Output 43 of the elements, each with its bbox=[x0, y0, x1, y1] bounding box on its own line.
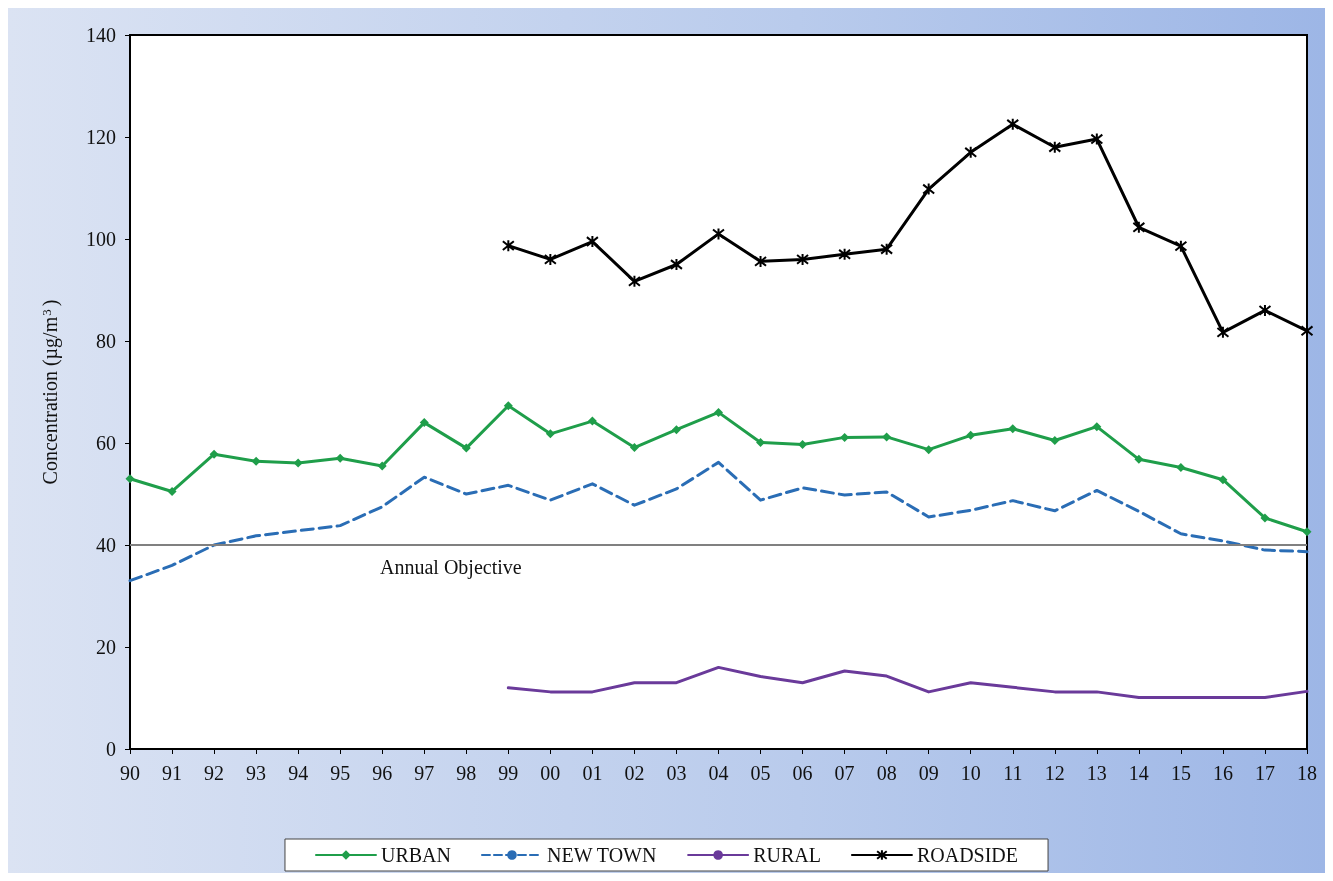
legend-label: NEW TOWN bbox=[546, 844, 657, 866]
x-tick-label: 93 bbox=[246, 762, 267, 784]
x-tick-label: 07 bbox=[834, 762, 855, 784]
x-tick-label: 92 bbox=[204, 762, 225, 784]
x-tick-label: 98 bbox=[456, 762, 477, 784]
x-tick-label: 06 bbox=[792, 762, 813, 784]
x-tick-label: 17 bbox=[1254, 762, 1275, 784]
y-tick-label: 120 bbox=[86, 126, 116, 148]
x-tick-label: 04 bbox=[708, 762, 729, 784]
x-tick-label: 12 bbox=[1044, 762, 1065, 784]
x-tick-label: 97 bbox=[414, 762, 435, 784]
x-tick-label: 08 bbox=[876, 762, 897, 784]
x-tick-label: 01 bbox=[582, 762, 603, 784]
legend-label: ROADSIDE bbox=[916, 844, 1019, 866]
legend-label: URBAN bbox=[380, 844, 451, 866]
x-tick-label: 03 bbox=[666, 762, 687, 784]
x-tick-label: 11 bbox=[1003, 762, 1023, 784]
x-tick-label: 00 bbox=[540, 762, 561, 784]
x-tick-label: 18 bbox=[1297, 762, 1317, 784]
y-tick-label: 80 bbox=[96, 330, 116, 352]
y-axis-title: Concentration (µg/m3) bbox=[39, 299, 62, 485]
x-tick-label: 14 bbox=[1128, 762, 1149, 784]
y-tick-label: 140 bbox=[86, 24, 116, 46]
ref-line-label: Annual Objective bbox=[380, 556, 522, 579]
x-tick-label: 02 bbox=[624, 762, 645, 784]
y-tick-label: 100 bbox=[86, 228, 116, 250]
x-tick-label: 13 bbox=[1086, 762, 1107, 784]
x-tick-label: 94 bbox=[288, 762, 309, 784]
x-tick-label: 90 bbox=[120, 762, 140, 784]
x-tick-label: 09 bbox=[918, 762, 939, 784]
y-tick-label: 20 bbox=[96, 636, 116, 658]
y-tick-label: 40 bbox=[96, 534, 116, 556]
x-tick-label: 91 bbox=[162, 762, 183, 784]
y-tick-label: 0 bbox=[106, 738, 116, 760]
x-tick-label: 96 bbox=[372, 762, 393, 784]
legend-label: RURAL bbox=[753, 844, 821, 866]
x-tick-label: 05 bbox=[750, 762, 771, 784]
x-tick-label: 10 bbox=[960, 762, 981, 784]
x-tick-label: 16 bbox=[1212, 762, 1233, 784]
x-tick-label: 95 bbox=[330, 762, 351, 784]
x-tick-label: 99 bbox=[498, 762, 519, 784]
x-tick-label: 15 bbox=[1170, 762, 1191, 784]
y-tick-label: 60 bbox=[96, 432, 116, 454]
